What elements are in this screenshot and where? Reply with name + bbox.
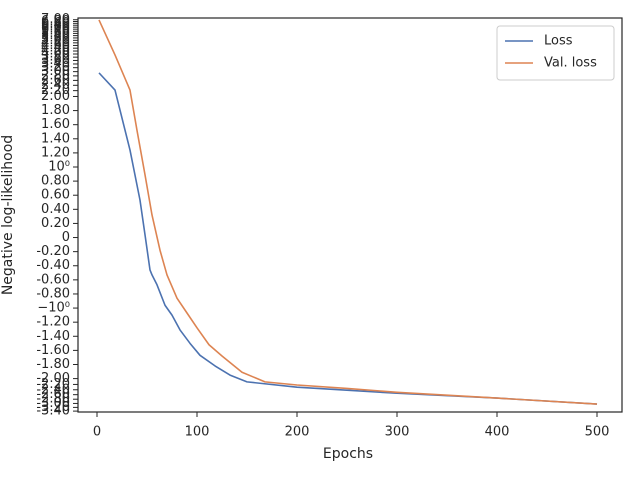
y-tick-label: -0.40	[36, 258, 70, 273]
y-tick-label: 4.40	[41, 41, 70, 56]
y-tick-label: -2.40	[36, 382, 70, 397]
y-tick-label: 0.60	[41, 188, 70, 203]
y-tick-label: 6.60	[41, 16, 70, 31]
y-tick-label: 6.40	[41, 18, 70, 33]
y-tick-label: -2.80	[36, 392, 70, 407]
y-tick-label: 2.00	[41, 89, 70, 104]
y-tick-label: -3.00	[36, 396, 70, 411]
y-tick-label: -1.80	[36, 357, 70, 372]
y-tick-label: 0.20	[41, 216, 70, 231]
x-tick-label: 400	[485, 425, 510, 440]
y-tick-label: 2.40	[41, 78, 70, 93]
y-tick-label: 5.00	[41, 33, 70, 48]
y-tick-label: -1.40	[36, 329, 70, 344]
y-tick-label: 3.00	[41, 64, 70, 79]
y-tick-label: 1.20	[41, 145, 70, 160]
series-line	[98, 72, 598, 405]
y-tick-label: 3.60	[41, 53, 70, 68]
y-tick-label: 2.20	[41, 83, 70, 98]
y-tick-label: -0.20	[36, 244, 70, 259]
legend-label: Val. loss	[544, 56, 597, 71]
y-tick-label: -2.60	[36, 387, 70, 402]
x-tick-label: 500	[585, 425, 610, 440]
y-tick-label: 4.60	[41, 38, 70, 53]
y-tick-label: 2.80	[41, 68, 70, 83]
y-tick-label: 2.60	[41, 73, 70, 88]
y-tick-label: 4.20	[41, 44, 70, 59]
y-tick-label: 1.80	[41, 103, 70, 118]
y-tick-label: 5.60	[41, 26, 70, 41]
y-tick-label: -2.20	[36, 377, 70, 392]
y-tick-label: -1.20	[36, 315, 70, 330]
y-tick-label: -1.60	[36, 343, 70, 358]
y-axis-label: Negative log-likelihood	[0, 135, 16, 295]
legend: Loss Val. loss	[496, 25, 615, 81]
y-tick-label: -2.00	[36, 371, 70, 386]
y-tick-label: 0	[62, 230, 70, 245]
y-tick-label: -0.60	[36, 272, 70, 287]
plot-frame	[77, 17, 623, 413]
y-tick-label: −10⁰	[37, 301, 70, 316]
legend-box	[496, 25, 615, 81]
y-tick-label: 0.40	[41, 202, 70, 217]
y-tick-label: 6.20	[41, 20, 70, 35]
y-tick-label: 10⁰	[48, 160, 70, 175]
y-tick-label: 4.80	[41, 35, 70, 50]
y-tick-label: 5.40	[41, 28, 70, 43]
y-tick-label: 4.00	[41, 47, 70, 62]
y-tick-label: -3.20	[36, 400, 70, 415]
x-tick-label: 0	[93, 425, 101, 440]
legend-label: Loss	[544, 34, 573, 49]
y-tick-label: 0.80	[41, 174, 70, 189]
y-tick-label: 7.00	[41, 12, 70, 27]
y-tick-label: 3.80	[41, 50, 70, 65]
y-tick-label: -3.40	[36, 404, 70, 419]
x-tick-label: 300	[385, 425, 410, 440]
y-tick-label: 3.20	[41, 60, 70, 75]
x-tick-label: 100	[185, 425, 210, 440]
y-tick-label: 1.40	[41, 131, 70, 146]
y-tick-label: 1.60	[41, 117, 70, 132]
y-tick-label: -0.80	[36, 286, 70, 301]
series-line	[98, 19, 598, 405]
y-tick-label: 6.00	[41, 22, 70, 37]
y-tick-label: 5.80	[41, 24, 70, 39]
x-tick-label: 200	[285, 425, 310, 440]
y-tick-label: 5.20	[41, 30, 70, 45]
y-tick-label: 3.40	[41, 56, 70, 71]
x-axis-label: Epochs	[323, 446, 373, 462]
y-tick-label: 6.80	[41, 14, 70, 29]
